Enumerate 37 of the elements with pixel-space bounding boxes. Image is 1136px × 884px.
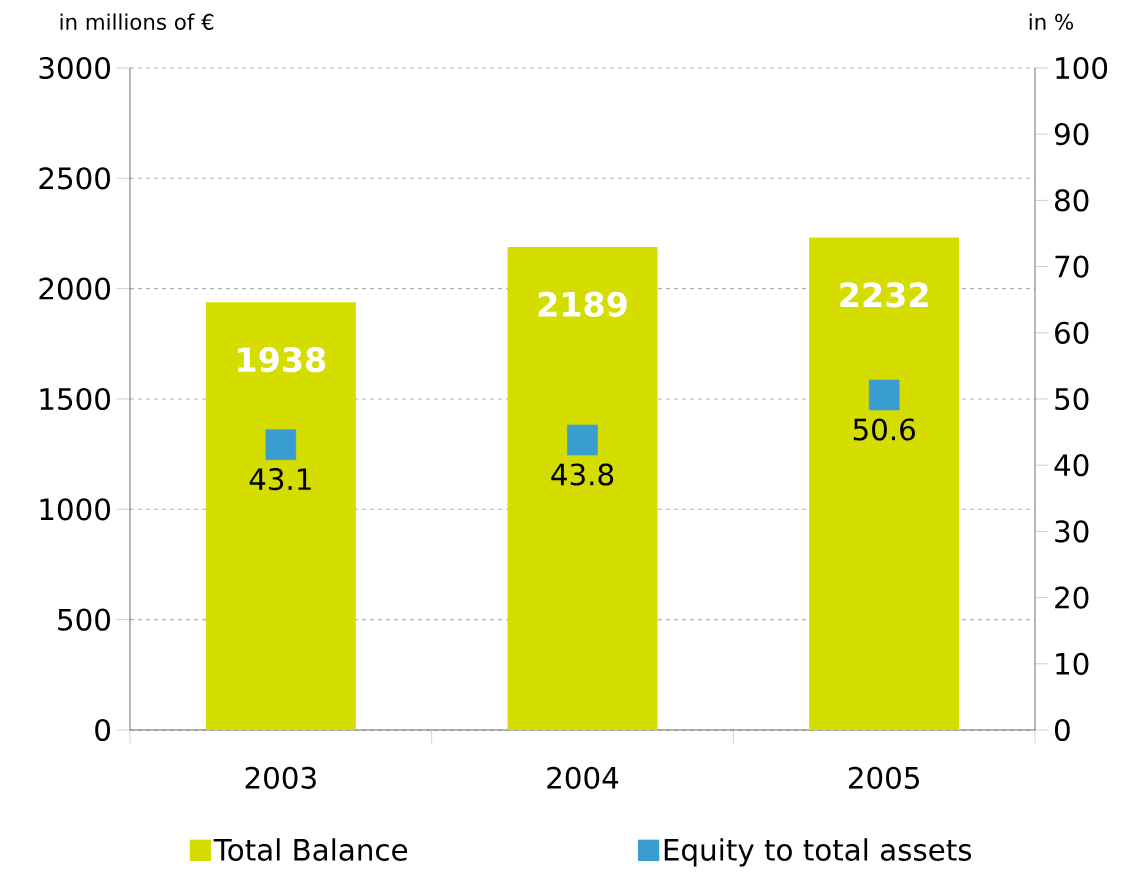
y-axis-title: in millions of € bbox=[60, 13, 214, 30]
y-tick-label: 500 bbox=[58, 608, 110, 631]
y-tick-label: 1500 bbox=[40, 387, 110, 411]
data-label: 43.1 bbox=[249, 468, 311, 491]
data-label: 1938 bbox=[238, 347, 326, 373]
data-label: 2189 bbox=[538, 291, 627, 317]
y2-tick-label: 80 bbox=[1055, 189, 1089, 212]
data-label: 2232 bbox=[840, 282, 928, 308]
point bbox=[567, 424, 598, 456]
y-tick-label: 1000 bbox=[40, 498, 110, 521]
x-tick-label: 2004 bbox=[547, 766, 619, 789]
y2-tick-label: 30 bbox=[1055, 520, 1089, 543]
y2-tick-label: 0 bbox=[1054, 718, 1070, 742]
y-tick-label: 0 bbox=[95, 718, 110, 742]
y-tick-label: 2000 bbox=[39, 277, 110, 300]
y-tick-label: 2500 bbox=[39, 167, 110, 190]
y2-tick-label: 40 bbox=[1054, 454, 1089, 477]
y2-tick-label: 90 bbox=[1054, 123, 1089, 146]
data-label: 43.8 bbox=[551, 463, 614, 486]
point bbox=[265, 429, 297, 460]
y-tick-label: 3000 bbox=[39, 56, 110, 80]
x-tick-label: 2005 bbox=[849, 766, 919, 789]
legend-label: Total Balance bbox=[213, 838, 408, 861]
y2-tick-label: 50 bbox=[1055, 387, 1089, 411]
y2-tick-label: 20 bbox=[1055, 586, 1089, 609]
y2-tick-label: 100 bbox=[1056, 56, 1108, 80]
y2-tick-label: 70 bbox=[1055, 255, 1089, 278]
bar bbox=[205, 302, 356, 730]
y2-tick-label: 60 bbox=[1055, 321, 1089, 344]
legend-label: Equity to total assets bbox=[664, 838, 972, 867]
point bbox=[868, 379, 900, 411]
x-tick-label: 2003 bbox=[245, 766, 316, 789]
bar bbox=[507, 246, 658, 730]
data-label: 50.6 bbox=[853, 418, 915, 441]
bar bbox=[809, 237, 960, 730]
y2-axis-title: in % bbox=[1029, 13, 1074, 30]
y2-tick-label: 10 bbox=[1056, 652, 1089, 675]
